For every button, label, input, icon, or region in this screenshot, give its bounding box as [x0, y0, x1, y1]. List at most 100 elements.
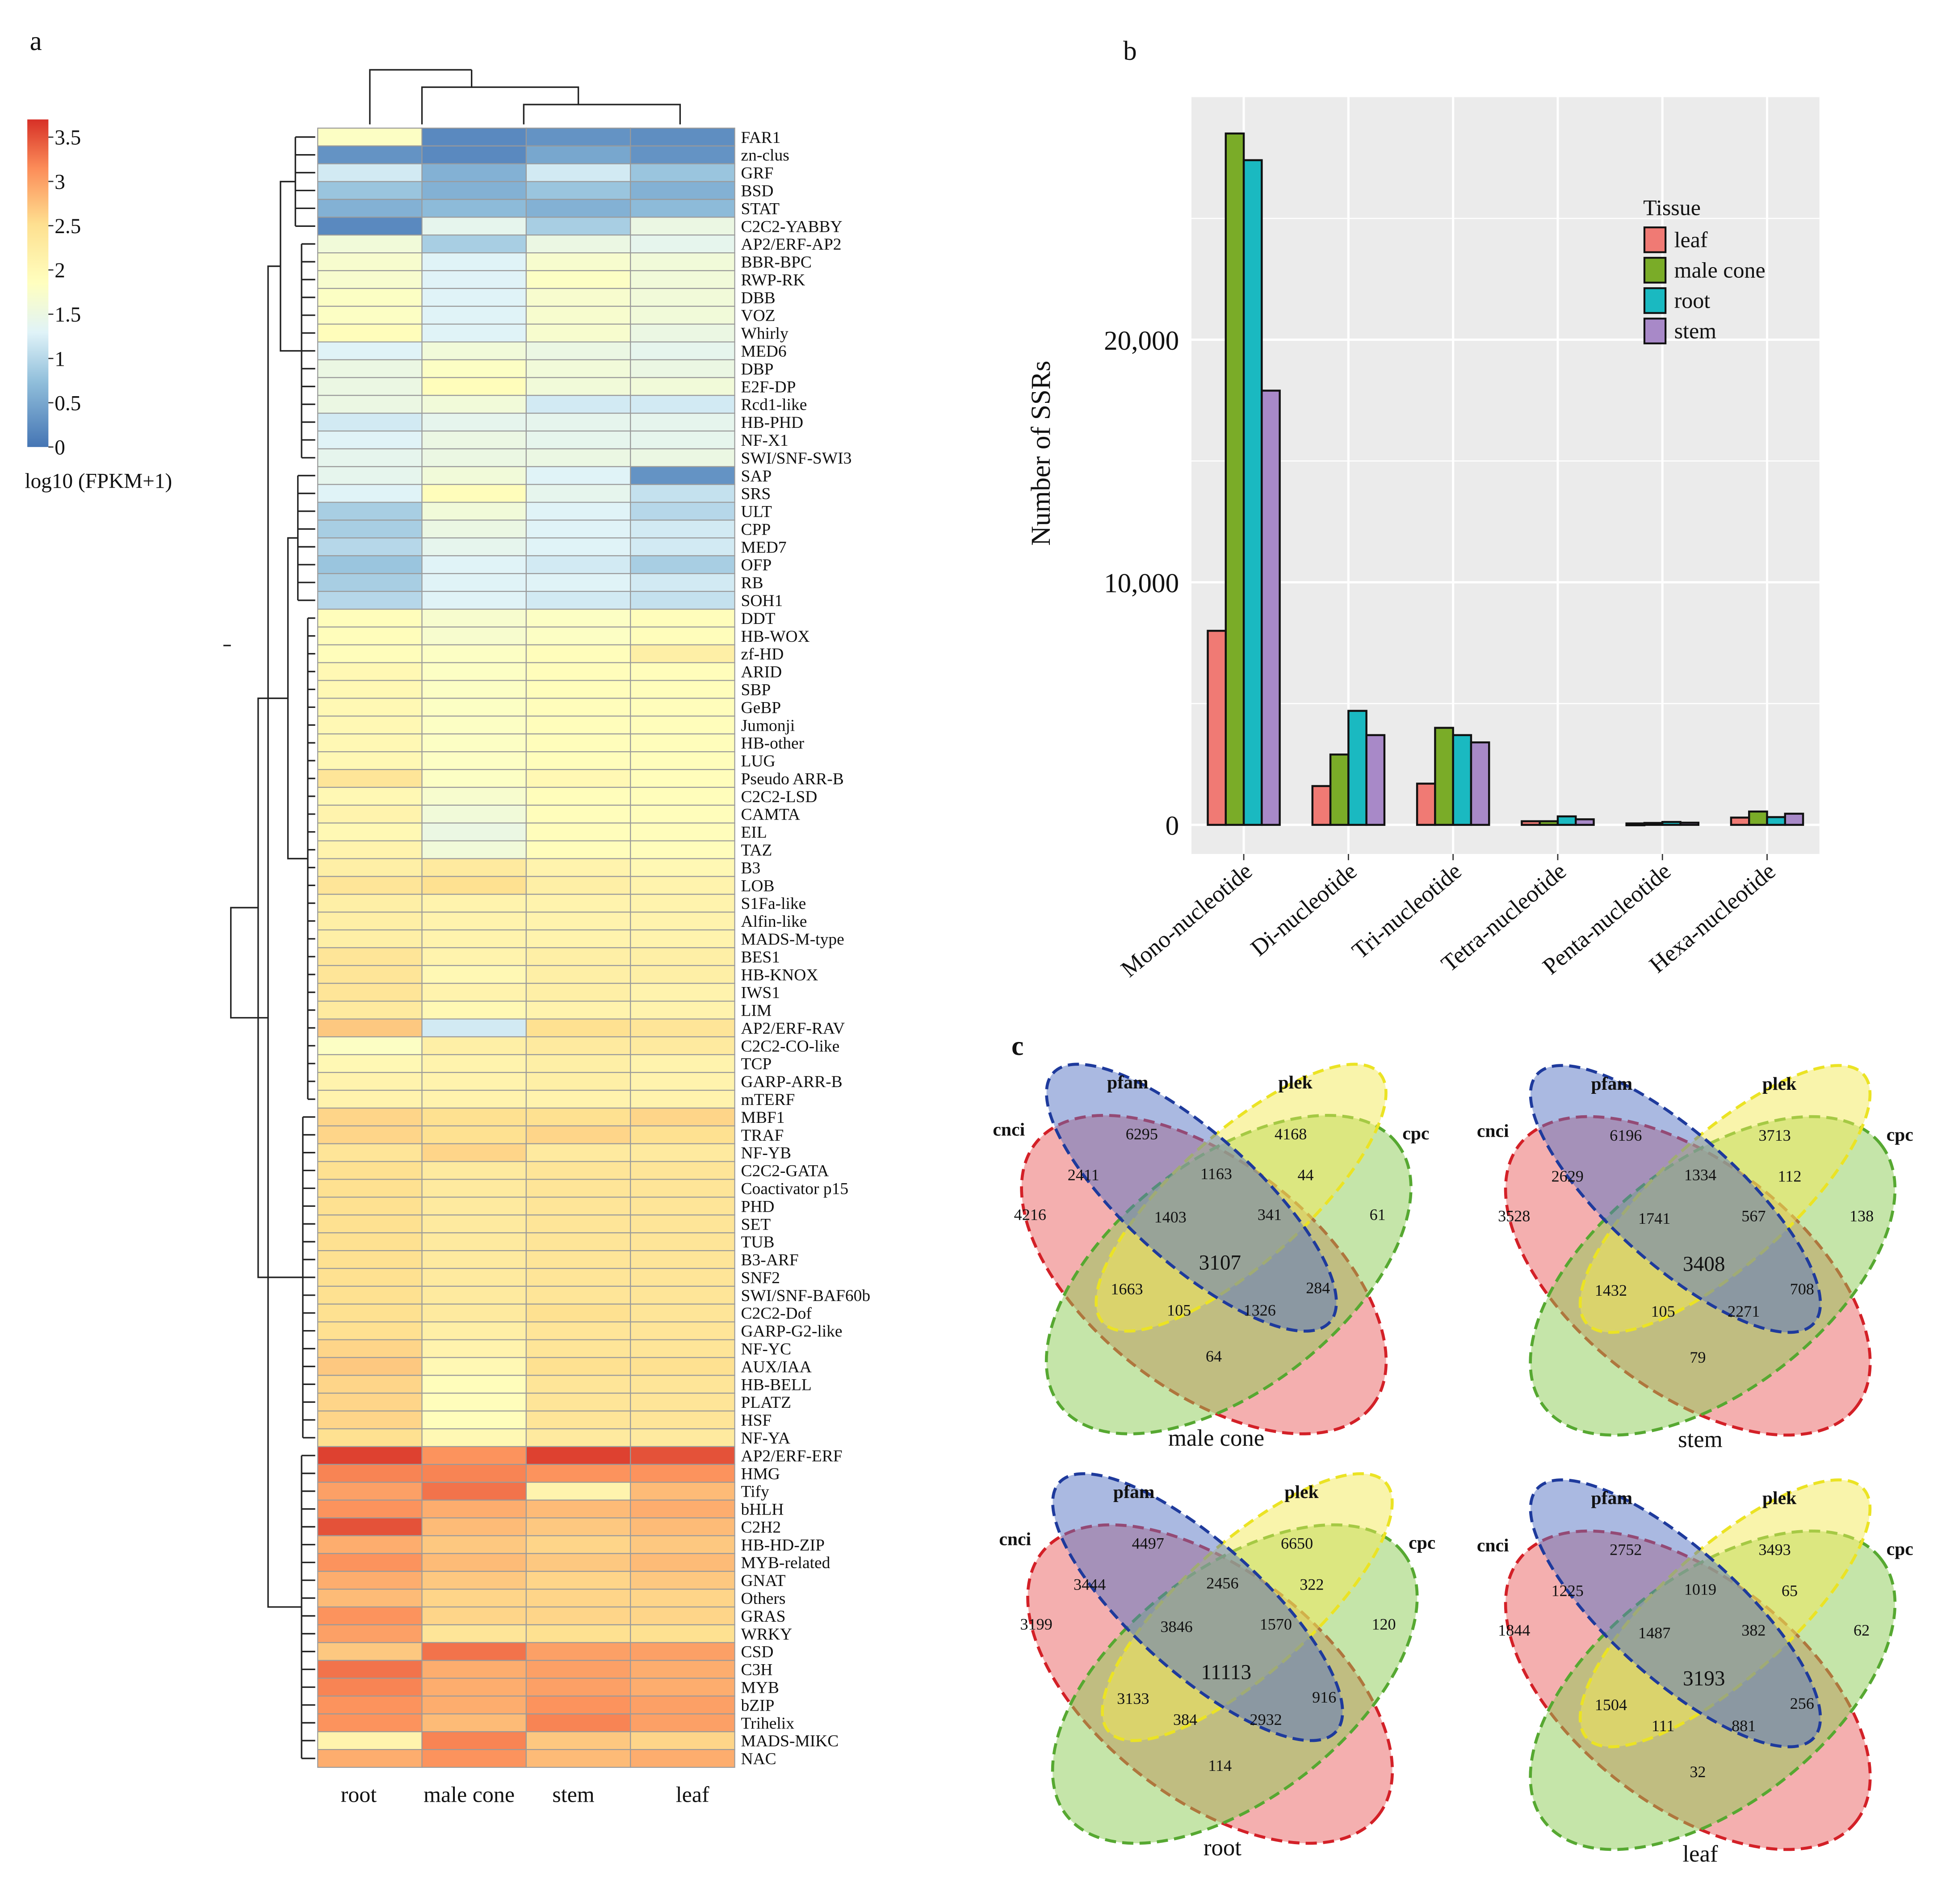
- heatmap-cell: [317, 1624, 423, 1643]
- heatmap-row-label: HSF: [741, 1411, 772, 1430]
- heatmap-cell: [525, 484, 631, 503]
- heatmap-cell: [630, 1197, 735, 1216]
- heatmap-cell: [317, 787, 423, 806]
- heatmap-row-label: HB-HD-ZIP: [741, 1536, 825, 1554]
- heatmap-cell: [525, 252, 631, 272]
- heatmap-cell: [525, 965, 631, 984]
- heatmap-cell: [421, 1303, 527, 1322]
- heatmap-row-label: BBR-BPC: [741, 253, 812, 272]
- heatmap-cell: [525, 1731, 631, 1750]
- heatmap-cell: [525, 1410, 631, 1430]
- bar-stem: [1365, 734, 1386, 826]
- heatmap-cell: [525, 1036, 631, 1055]
- heatmap-cell: [317, 1393, 423, 1412]
- heatmap-cell: [525, 1606, 631, 1625]
- bar-root: [1242, 159, 1263, 826]
- heatmap-cell: [630, 1588, 735, 1608]
- heatmap-cell: [630, 1553, 735, 1572]
- column-dendrogram-branch: [421, 70, 473, 125]
- bar-y-tick-label: 20,000: [1104, 326, 1179, 356]
- heatmap-cell: [317, 1535, 423, 1554]
- heatmap-cell: [317, 181, 423, 200]
- venn-region-count: 4168: [1275, 1125, 1307, 1143]
- heatmap-row-label: SNF2: [741, 1269, 780, 1287]
- venn-set-label: cpc: [1402, 1123, 1429, 1144]
- venn-set-pfam: [1051, 1472, 1344, 1742]
- heatmap-cell: [317, 519, 423, 539]
- heatmap-cell: [421, 1089, 527, 1109]
- venn-set-label: cnci: [993, 1120, 1025, 1140]
- heatmap-row-label: ARID: [741, 663, 782, 682]
- heatmap-cell: [317, 626, 423, 645]
- heatmap-cell: [630, 127, 735, 146]
- heatmap-cell: [317, 858, 423, 877]
- bar-leaf: [1311, 785, 1332, 826]
- heatmap-cell: [525, 305, 631, 325]
- heatmap-cell: [525, 1125, 631, 1144]
- venn-set-label: pfam: [1591, 1074, 1632, 1094]
- heatmap-cell: [525, 1018, 631, 1038]
- venn-region-count: 64: [1206, 1347, 1222, 1365]
- heatmap-cell: [525, 377, 631, 396]
- venn-tissue-label: root: [1204, 1835, 1241, 1861]
- heatmap-cell: [421, 733, 527, 753]
- column-dendrogram-branch: [369, 69, 472, 125]
- heatmap-cell: [630, 1499, 735, 1519]
- heatmap-cell: [317, 1375, 423, 1394]
- heatmap-cell: [317, 912, 423, 931]
- heatmap-cell: [630, 1054, 735, 1073]
- heatmap-cell: [630, 1036, 735, 1055]
- heatmap-cell: [630, 519, 735, 539]
- heatmap-cell: [421, 359, 527, 378]
- heatmap-cell: [630, 822, 735, 841]
- heatmap-cell: [317, 822, 423, 841]
- venn-region-count: 2752: [1610, 1541, 1642, 1559]
- heatmap-cell: [317, 573, 423, 592]
- heatmap-row-label: DDT: [741, 610, 776, 628]
- heatmap-cell: [525, 1553, 631, 1572]
- venn-set-label: cpc: [1887, 1125, 1913, 1145]
- venn-region-count: 881: [1732, 1717, 1756, 1735]
- heatmap-cell: [421, 1161, 527, 1180]
- heatmap-cell: [317, 965, 423, 984]
- heatmap-cell: [525, 929, 631, 949]
- heatmap-cell: [317, 1339, 423, 1358]
- heatmap-cell: [421, 1321, 527, 1340]
- heatmap-cell: [421, 413, 527, 432]
- venn-region-count: 105: [1651, 1302, 1675, 1320]
- heatmap-cell: [317, 1660, 423, 1679]
- heatmap-row-label: C2H2: [741, 1518, 781, 1536]
- heatmap-cell: [630, 858, 735, 877]
- heatmap-cell: [525, 1339, 631, 1358]
- heatmap-cell: [525, 217, 631, 236]
- venn-region-count: 1019: [1684, 1581, 1716, 1599]
- heatmap-cell: [630, 733, 735, 753]
- venn-diagram-stem: cnci pfam plek cpc 3528 6196 3713 138 2629 1334 11…: [1477, 1064, 1913, 1452]
- heatmap-cell: [421, 217, 527, 236]
- venn-region-count: 111: [1652, 1717, 1674, 1735]
- heatmap-cell: [630, 305, 735, 325]
- heatmap-cell: [421, 1499, 527, 1519]
- heatmap-row-label: SET: [741, 1215, 771, 1234]
- heatmap-cell: [317, 466, 423, 485]
- heatmap-cell: [317, 1303, 423, 1322]
- heatmap-cell: [630, 1125, 735, 1144]
- venn-region-count: 1432: [1595, 1281, 1627, 1299]
- heatmap-cell: [317, 769, 423, 788]
- heatmap-row-label: NF-X1: [741, 431, 788, 450]
- heatmap-cell: [630, 1642, 735, 1661]
- venn-tissue-label: stem: [1678, 1427, 1723, 1452]
- heatmap-cell: [421, 1018, 527, 1038]
- bar-legend-label: root: [1674, 288, 1711, 313]
- heatmap-cell: [630, 199, 735, 218]
- heatmap-cell: [421, 1375, 527, 1394]
- heatmap-cell: [421, 644, 527, 663]
- heatmap-cell: [525, 626, 631, 645]
- heatmap-row-label: STAT: [741, 200, 780, 218]
- heatmap-cell: [317, 537, 423, 557]
- heatmap-cell: [630, 626, 735, 645]
- heatmap-cell: [317, 1749, 423, 1768]
- heatmap-cell: [630, 1000, 735, 1020]
- heatmap-cell: [525, 573, 631, 592]
- heatmap-cell: [630, 1606, 735, 1625]
